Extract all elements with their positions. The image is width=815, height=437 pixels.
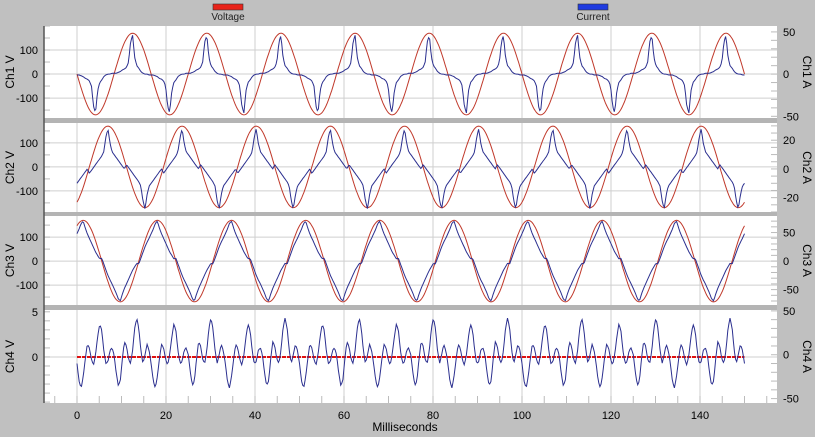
x-axis-label: Milliseconds [372, 420, 437, 434]
left-axis-title: Ch1 V [3, 55, 17, 88]
left-tick-label: -100 [16, 186, 38, 198]
legend-label-voltage: Voltage [211, 12, 245, 23]
left-axis-title: Ch2 V [3, 151, 17, 184]
voltage-trace-ch2 [76, 125, 745, 209]
right-tick-label: 0 [783, 350, 789, 362]
left-tick-label: 100 [20, 232, 38, 244]
x-tick-label: 20 [160, 410, 172, 422]
panel-separator [44, 118, 777, 123]
right-axis-title: Ch4 A [800, 340, 814, 373]
panel-3: 100 0 -100 50 0 -50 Ch3 V Ch3 A [3, 219, 814, 310]
right-tick-label: 0 [783, 256, 789, 268]
legend-label-current: Current [576, 12, 610, 23]
right-tick-label: 50 [783, 306, 795, 318]
right-tick-label: -20 [783, 193, 799, 205]
right-tick-label: 50 [783, 27, 795, 39]
right-axis-title: Ch2 A [800, 151, 814, 184]
right-tick-label: -50 [783, 285, 799, 297]
legend: Voltage Current [211, 3, 610, 23]
right-tick-label: -50 [783, 394, 799, 406]
left-tick-label: 5 [32, 307, 38, 319]
current-trace-ch4 [76, 317, 745, 389]
x-tick-label: 80 [427, 410, 439, 422]
left-tick-label: -100 [16, 280, 38, 292]
current-trace-ch1 [77, 35, 745, 114]
right-tick-label: 0 [783, 69, 789, 81]
panel-separator [44, 305, 777, 310]
x-tick-label: 40 [249, 410, 261, 422]
panel-2: 100 0 -100 20 0 -20 Ch2 V Ch2 A [3, 125, 814, 216]
right-axis-title: Ch1 A [800, 56, 814, 89]
current-trace-ch3 [76, 220, 745, 302]
voltage-trace-ch1 [76, 32, 745, 116]
panel-separator [44, 212, 777, 216]
left-tick-label: -100 [16, 93, 38, 105]
left-tick-label: 100 [20, 138, 38, 150]
left-tick-label: 0 [32, 256, 38, 268]
x-tick-label: 120 [602, 410, 620, 422]
current-trace-ch2 [76, 129, 745, 209]
right-axis-title: Ch3 A [800, 244, 814, 277]
voltage-trace-ch3 [76, 219, 745, 303]
x-tick-label: 60 [338, 410, 350, 422]
left-tick-label: 0 [32, 69, 38, 81]
left-tick-label: 0 [32, 352, 38, 364]
x-tick-label: 100 [513, 410, 531, 422]
right-tick-label: -50 [783, 111, 799, 123]
right-tick-label: 20 [783, 135, 795, 147]
x-tick-label: 140 [691, 410, 709, 422]
left-axis-title: Ch4 V [3, 340, 17, 373]
left-tick-label: 100 [20, 45, 38, 57]
right-tick-label: 0 [783, 164, 789, 176]
panel-1: 100 0 -100 50 0 -50 Ch1 V Ch1 A [3, 25, 814, 123]
x-tick-label: 0 [74, 410, 80, 422]
legend-swatch-voltage [212, 3, 244, 11]
x-axis: 0 20 40 60 80 100 120 140 [54, 396, 768, 422]
legend-swatch-current [577, 3, 609, 11]
left-tick-label: 0 [32, 162, 38, 174]
right-tick-label: 50 [783, 228, 795, 240]
left-axis-title: Ch3 V [3, 244, 17, 277]
